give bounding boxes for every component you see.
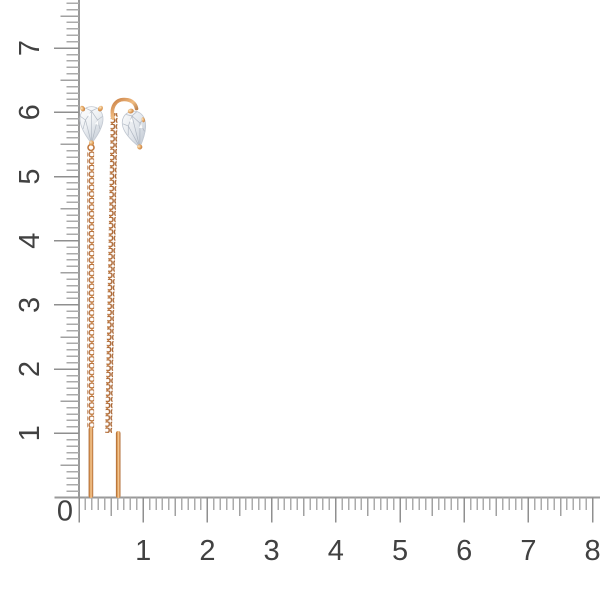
vertical-ruler-label-2: 2 (14, 361, 46, 377)
earring-right-prongs (127, 108, 145, 150)
earring-right-threader-bar (115, 431, 121, 498)
earring-left (79, 105, 104, 498)
earring-left-prongs (80, 105, 103, 146)
horizontal-ruler-label-7: 7 (520, 535, 536, 567)
vertical-ruler-label-1: 1 (14, 425, 46, 441)
vertical-ruler-label-6: 6 (14, 104, 46, 120)
horizontal-ruler-label-1: 1 (135, 535, 151, 567)
horizontal-ruler-label-6: 6 (456, 535, 472, 567)
earring-right-diamond-facets (122, 111, 145, 148)
horizontal-ruler-label-4: 4 (328, 535, 344, 567)
earring-right-chain (105, 112, 118, 434)
earring-left-diamond-facets (80, 107, 103, 144)
horizontal-ruler-label-2: 2 (199, 535, 215, 567)
earring-left-sparkle (87, 112, 99, 125)
earring-right-sparkle (129, 117, 143, 129)
vertical-ruler-label-7: 7 (14, 40, 46, 56)
horizontal-ruler-ticks (78, 497, 594, 523)
horizontal-ruler-label-5: 5 (392, 535, 408, 567)
vertical-ruler-label-4: 4 (14, 233, 46, 249)
vertical-ruler: 1 2 3 4 5 6 7 (14, 0, 80, 499)
horizontal-ruler-labels: 1 2 3 4 5 6 7 8 (135, 535, 600, 567)
earring-left-chain (87, 151, 95, 428)
ruler-origin-label: 0 (57, 496, 73, 528)
earring-right (105, 97, 147, 498)
vertical-ruler-label-5: 5 (14, 168, 46, 184)
horizontal-ruler-label-8: 8 (585, 535, 600, 567)
vertical-ruler-labels: 1 2 3 4 5 6 7 (14, 40, 46, 441)
horizontal-ruler-label-3: 3 (264, 535, 280, 567)
vertical-ruler-label-3: 3 (14, 297, 46, 313)
vertical-ruler-ticks (54, 2, 79, 492)
earring-right-post (110, 97, 139, 120)
horizontal-ruler: 1 2 3 4 5 6 7 8 (54, 496, 600, 567)
earring-left-threader-bar (88, 427, 94, 498)
